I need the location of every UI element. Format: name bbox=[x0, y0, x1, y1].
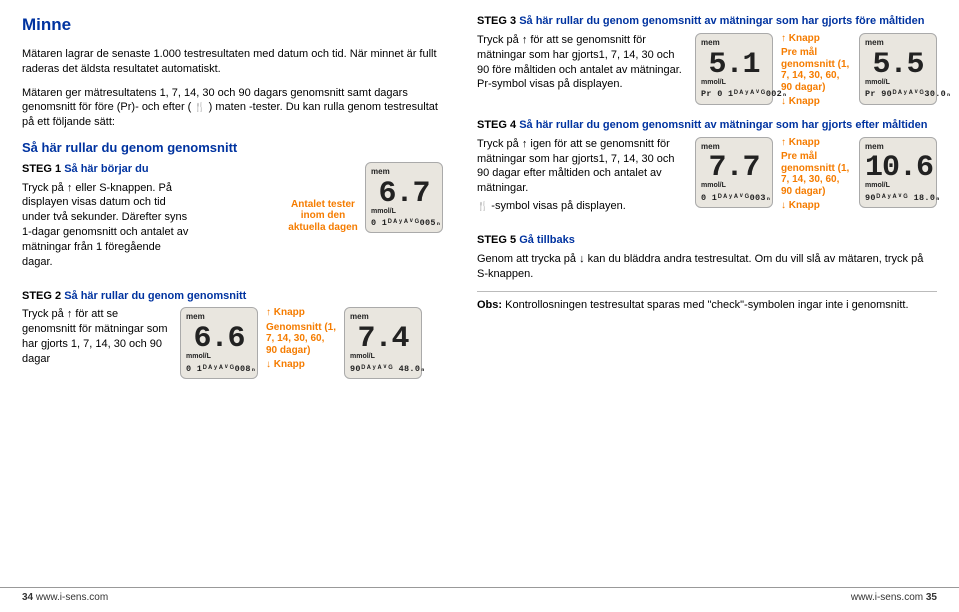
step3-header: STEG 3 Så här rullar du genom genomsnitt… bbox=[477, 14, 937, 29]
meter-step1: mem 6.7 mmol/L 0 1ᴰᴬʸᴬⱽᴳ005ₙ bbox=[365, 162, 443, 234]
obs-line: Obs: Kontrollosningen testresultat spara… bbox=[477, 298, 937, 313]
step4-knapp: ↑ Knapp bbox=[781, 137, 851, 149]
step3-orange-mid: Pre mål genomsnitt (1, 7, 14, 30, 60, 90… bbox=[781, 47, 851, 93]
meter-mem: mem bbox=[371, 167, 437, 178]
intro-paragraph-2: Mätaren ger mätresultatens 1, 7, 14, 30 … bbox=[22, 86, 447, 131]
step1-label: STEG 1 bbox=[22, 163, 61, 175]
step2-mid-labels: ↑ Knapp Genomsnitt (1, 7, 14, 30, 60, 90… bbox=[266, 307, 336, 371]
step4-label: STEG 4 bbox=[477, 119, 516, 131]
obs-box: Obs: Kontrollosningen testresultat spara… bbox=[477, 291, 937, 313]
fork-icon bbox=[477, 200, 488, 212]
meter-step4a: mem 7.7 mmol/L 0 1ᴰᴬʸᴬⱽᴳ003ₙ bbox=[695, 137, 773, 209]
section-title: Minne bbox=[22, 14, 447, 37]
page-spread: Minne Mätaren lagrar de senaste 1.000 te… bbox=[0, 0, 959, 560]
meter-bottom: 0 1ᴰᴬʸᴬⱽᴳ003ₙ bbox=[701, 193, 767, 204]
meter-big: 10.6 bbox=[865, 153, 931, 183]
step5-label: STEG 5 bbox=[477, 234, 516, 246]
footer: 34 www.i-sens.com www.i-sens.com 35 bbox=[0, 587, 959, 605]
step3-blue: Så här rullar du genom genomsnitt av mät… bbox=[519, 15, 924, 27]
step1-block: STEG 1 Så här börjar du Tryck på ↑ eller… bbox=[22, 162, 447, 279]
step4-mid-labels: ↑ Knapp Pre mål genomsnitt (1, 7, 14, 30… bbox=[781, 137, 851, 212]
step2-knapp2: ↓ Knapp bbox=[266, 359, 336, 371]
step5-blue: Gå tillbaks bbox=[519, 234, 575, 246]
step4-knapp2: ↓ Knapp bbox=[781, 200, 851, 212]
step5-header: STEG 5 Gå tillbaks bbox=[477, 233, 937, 248]
footer-right-url: www.i-sens.com bbox=[851, 592, 923, 603]
step3-block: STEG 3 Så här rullar du genom genomsnitt… bbox=[477, 14, 937, 108]
meter-bottom: Pr 90ᴰᴬʸᴬⱽᴳ30.0ₙ bbox=[865, 89, 931, 100]
step1-text: Tryck på ↑ eller S-knappen. På displayen… bbox=[22, 181, 192, 270]
step3-label: STEG 3 bbox=[477, 15, 516, 27]
meter-step3b: mem 5.5 mmol/L Pr 90ᴰᴬʸᴬⱽᴳ30.0ₙ bbox=[859, 33, 937, 105]
step4-blue: Så här rullar du genom genomsnitt av mät… bbox=[519, 119, 927, 131]
step4-text-a: Tryck på ↑ igen för att se genomsnitt fö… bbox=[477, 137, 687, 196]
meter-big: 5.1 bbox=[701, 50, 767, 80]
step2-header: STEG 2 Så här rullar du genom genomsnitt bbox=[22, 289, 447, 304]
step3-text: Tryck på ↑ för att se genomsnitt för mät… bbox=[477, 33, 687, 92]
step2-block: STEG 2 Så här rullar du genom genomsnitt… bbox=[22, 289, 447, 380]
intro-paragraph-1: Mätaren lagrar de senaste 1.000 testresu… bbox=[22, 47, 447, 77]
step2-knapp: ↑ Knapp bbox=[266, 307, 336, 319]
meter-bottom: 90ᴰᴬʸᴬⱽᴳ 48.0ₙ bbox=[350, 364, 416, 375]
left-column: Minne Mätaren lagrar de senaste 1.000 te… bbox=[22, 14, 447, 550]
step4-text-b: -symbol visas på displayen. bbox=[488, 200, 626, 212]
meter-big: 6.7 bbox=[371, 179, 437, 209]
step2-text: Tryck på ↑ för att se genomsnitt för mät… bbox=[22, 307, 172, 366]
step4-block: STEG 4 Så här rullar du genom genomsnitt… bbox=[477, 118, 937, 223]
step2-blue: Så här rullar du genom genomsnitt bbox=[64, 290, 246, 302]
step4-text-b-line: -symbol visas på displayen. bbox=[477, 199, 687, 214]
footer-right: www.i-sens.com 35 bbox=[851, 591, 937, 605]
meter-bottom: Pr 0 1ᴰᴬʸᴬⱽᴳ002ₙ bbox=[701, 89, 767, 100]
step2-label: STEG 2 bbox=[22, 290, 61, 302]
step1-header: STEG 1 Så här börjar du bbox=[22, 162, 279, 177]
meter-step2a: mem 6.6 mmol/L 0 1ᴰᴬʸᴬⱽᴳ008ₙ bbox=[180, 307, 258, 379]
meter-bottom: 0 1ᴰᴬʸᴬⱽᴳ008ₙ bbox=[186, 364, 252, 375]
step3-knapp2: ↓ Knapp bbox=[781, 96, 851, 108]
meter-step4b: mem 10.6 mmol/L 90ᴰᴬʸᴬⱽᴳ 18.0ₙ bbox=[859, 137, 937, 209]
fork-icon bbox=[194, 101, 205, 113]
step2-orange-mid: Genomsnitt (1, 7, 14, 30, 60, 90 dagar) bbox=[266, 322, 336, 357]
meter-step3a: mem 5.1 mmol/L Pr 0 1ᴰᴬʸᴬⱽᴳ002ₙ bbox=[695, 33, 773, 105]
meter-big: 7.7 bbox=[701, 153, 767, 183]
meter-big: 5.5 bbox=[865, 50, 931, 80]
footer-left-page: 34 bbox=[22, 592, 33, 603]
step3-mid-labels: ↑ Knapp Pre mål genomsnitt (1, 7, 14, 30… bbox=[781, 33, 851, 108]
subhead: Så här rullar du genom genomsnitt bbox=[22, 139, 447, 157]
step1-orange-note: Antalet tester inom den aktuella dagen bbox=[287, 199, 359, 234]
step3-knapp: ↑ Knapp bbox=[781, 33, 851, 45]
meter-bottom: 90ᴰᴬʸᴬⱽᴳ 18.0ₙ bbox=[865, 193, 931, 204]
obs-label: Obs: bbox=[477, 299, 502, 311]
step5-text: Genom att trycka på ↓ kan du bläddra and… bbox=[477, 252, 937, 282]
footer-right-page: 35 bbox=[926, 592, 937, 603]
footer-left: 34 www.i-sens.com bbox=[22, 591, 108, 605]
footer-left-url: www.i-sens.com bbox=[36, 592, 108, 603]
obs-text: Kontrollosningen testresultat sparas med… bbox=[505, 299, 908, 311]
step4-header: STEG 4 Så här rullar du genom genomsnitt… bbox=[477, 118, 937, 133]
step1-blue: Så här börjar du bbox=[64, 163, 148, 175]
step4-orange-mid: Pre mål genomsnitt (1, 7, 14, 30, 60, 90… bbox=[781, 151, 851, 197]
meter-bottom: 0 1ᴰᴬʸᴬⱽᴳ005ₙ bbox=[371, 218, 437, 229]
meter-big: 7.4 bbox=[350, 324, 416, 354]
step5-block: STEG 5 Gå tillbaks Genom att trycka på ↓… bbox=[477, 233, 937, 282]
meter-step2b: mem 7.4 mmol/L 90ᴰᴬʸᴬⱽᴳ 48.0ₙ bbox=[344, 307, 422, 379]
meter-big: 6.6 bbox=[186, 324, 252, 354]
right-column: STEG 3 Så här rullar du genom genomsnitt… bbox=[477, 14, 937, 550]
